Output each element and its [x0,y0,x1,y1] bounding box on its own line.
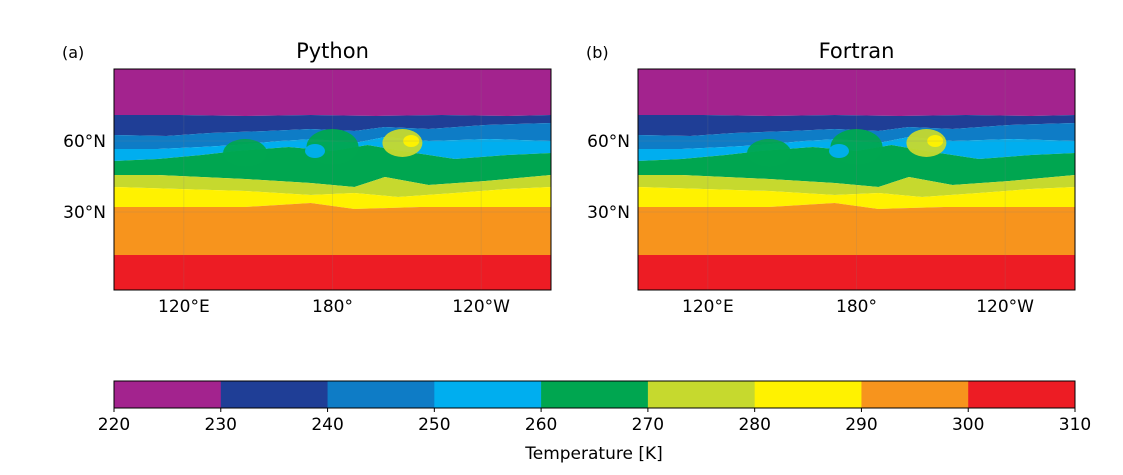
band-270-280 [114,175,551,197]
colorbar-tick-label: 220 [98,415,130,435]
band-260-270 [114,145,551,187]
map-panel-a: (a) Python 120°E 180° 120°W 60°N 30°N [62,39,552,317]
colorbar-frame [113,380,1076,409]
band-230-240 [638,115,1075,136]
colorbar-swatch-250 [434,381,542,408]
temperature-field [114,69,551,290]
band-270-280 [638,175,1075,197]
band-290-300 [114,203,551,255]
band-300-310 [114,255,551,290]
x-tick-label: 120°W [452,297,510,317]
colorbar-swatch-270 [647,381,756,408]
band-280-290 [114,187,551,209]
colorbar: 220 230 240 250 260 270 280 290 300 310 Temperatu… [98,380,1091,464]
panel-title: Python [296,39,369,63]
colorbar-swatch-260 [541,381,649,408]
colorbar-label: Temperature [K] [524,444,663,464]
x-tick-label: 120°E [682,297,734,317]
colorbar-tick-label: 270 [632,415,664,435]
band-280-290 [638,187,1075,209]
panel-title: Fortran [819,39,895,63]
colorbar-swatch-230 [220,381,329,408]
panel-letter: (b) [586,43,609,62]
band-230-240 [114,115,551,136]
band-300-310 [638,255,1075,290]
colorbar-swatch-220 [114,381,222,408]
plot-frame [637,68,1076,291]
colorbar-tick-label: 250 [418,415,450,435]
colorbar-swatch-300 [968,381,1076,408]
colorbar-tick-label: 280 [738,415,770,435]
vortex-0 [747,139,792,167]
colorbar-swatch-290 [861,381,969,408]
temperature-field [638,69,1075,290]
colorbar-tick-label: 290 [845,415,877,435]
colorbar-swatch-240 [327,381,435,408]
panel-letter: (a) [62,43,84,62]
colorbar-tick-label: 230 [205,415,237,435]
y-tick-label: 60°N [63,132,106,152]
band-290-300 [638,203,1075,255]
band-220-230 [114,69,551,116]
colorbar-tick-label: 260 [525,415,557,435]
vortex-4 [403,135,420,147]
colorbar-swatch-280 [754,381,862,408]
y-tick-label: 60°N [587,132,630,152]
x-tick-label: 180° [836,297,877,317]
y-tick-label: 30°N [587,203,630,223]
vortex-0 [223,139,268,167]
band-260-270 [638,145,1075,187]
y-tick-label: 30°N [63,203,106,223]
plot-frame [113,68,552,291]
x-tick-label: 120°W [976,297,1034,317]
vortex-4 [927,135,944,147]
x-tick-label: 120°E [158,297,210,317]
x-tick-label: 180° [312,297,353,317]
map-panel-b: (b) Fortran 120°E 180° 120°W 60°N 30°N [586,39,1076,317]
band-220-230 [638,69,1075,116]
colorbar-tick-label: 300 [952,415,984,435]
vortex-3 [829,144,849,158]
colorbar-tick-label: 310 [1059,415,1091,435]
colorbar-tick-label: 240 [311,415,343,435]
vortex-3 [305,144,325,158]
